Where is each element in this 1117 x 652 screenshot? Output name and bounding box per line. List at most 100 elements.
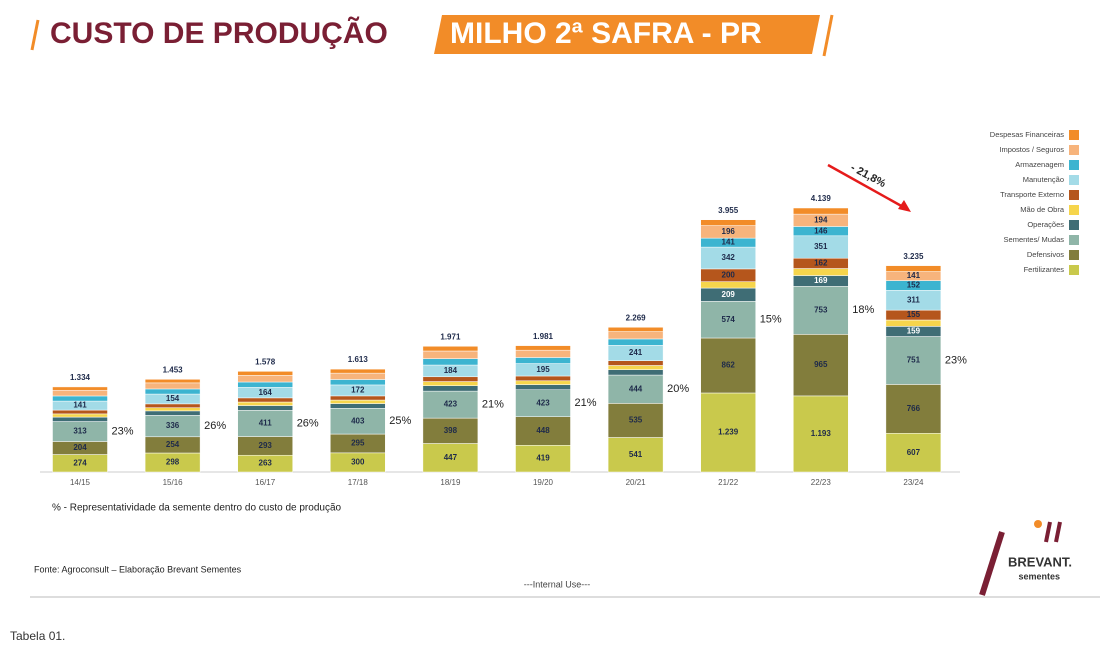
bar-segment xyxy=(330,408,386,435)
bar-segment xyxy=(885,319,942,327)
segment-label: 403 xyxy=(351,416,365,425)
segment-label: 184 xyxy=(444,366,458,375)
segment-label: 311 xyxy=(907,295,920,304)
bar-segment xyxy=(607,327,664,332)
legend-label: Mão de Obra xyxy=(1020,205,1065,214)
x-tick-label: 14/15 xyxy=(70,478,91,487)
segment-label: 274 xyxy=(73,458,87,467)
segment-label: 159 xyxy=(907,327,921,336)
legend-label: Manutenção xyxy=(1023,175,1064,184)
bar-segment xyxy=(515,416,571,446)
legend-label: Impostos / Seguros xyxy=(999,145,1064,154)
bar-segment xyxy=(793,207,849,215)
segment-label: 146 xyxy=(814,226,828,235)
source: Fonte: Agroconsult – Elaboração Brevant … xyxy=(34,564,242,574)
chart-subtitle: MILHO 2ª SAFRA - PR xyxy=(450,17,762,50)
segment-label: 447 xyxy=(444,453,458,462)
bar-segment xyxy=(237,410,293,437)
bar-segment xyxy=(700,301,756,339)
caption: Tabela 01. xyxy=(10,629,65,643)
seed-share: 18% xyxy=(852,304,874,316)
segment-label: 862 xyxy=(722,361,736,370)
segment-label: 141 xyxy=(907,271,921,280)
bar-segment xyxy=(422,350,479,359)
bar-segment xyxy=(700,392,756,473)
change-annotation: - 21,8% xyxy=(848,162,887,190)
bar-segment xyxy=(515,357,571,364)
arrow-head xyxy=(898,200,911,212)
seed-share: 23% xyxy=(945,354,967,366)
legend-swatch xyxy=(1069,250,1079,260)
segment-label: 293 xyxy=(259,441,273,450)
total-label: 1.334 xyxy=(70,373,91,382)
segment-label: 1.239 xyxy=(718,428,739,437)
bar-segment xyxy=(607,365,664,370)
segment-label: 766 xyxy=(907,404,921,413)
seed-share: 15% xyxy=(760,314,782,326)
segment-label: 423 xyxy=(536,398,550,407)
x-tick-label: 17/18 xyxy=(348,478,369,487)
seed-share: 21% xyxy=(482,399,504,411)
legend-swatch xyxy=(1069,265,1079,275)
bar-segment xyxy=(607,437,664,473)
logo-mark xyxy=(1044,521,1052,543)
bar-segment xyxy=(607,374,664,404)
x-tick-label: 15/16 xyxy=(163,478,184,487)
segment-label: 200 xyxy=(722,270,736,279)
total-label: 1.981 xyxy=(533,332,554,341)
bar-segment xyxy=(237,405,293,411)
segment-label: 342 xyxy=(722,253,736,262)
legend-label: Fertilizantes xyxy=(1024,265,1065,274)
bar-segment xyxy=(330,379,386,386)
legend-swatch xyxy=(1069,175,1079,185)
total-label: 3.235 xyxy=(903,252,924,261)
total-label: 2.269 xyxy=(626,313,647,322)
bar-segment xyxy=(607,338,664,346)
bar-segment xyxy=(700,337,756,394)
bar-segment xyxy=(700,281,756,289)
bar-segment xyxy=(237,371,293,376)
bar-segment xyxy=(330,395,386,401)
segment-label: 141 xyxy=(722,238,736,247)
bar-segment xyxy=(144,410,201,416)
bar-segment xyxy=(885,433,942,473)
bar-segment xyxy=(885,336,942,385)
segment-label: 351 xyxy=(814,242,828,251)
bar-segment xyxy=(422,417,479,444)
bar-segment xyxy=(515,349,571,358)
bar-segment xyxy=(144,407,201,412)
x-tick-label: 22/23 xyxy=(811,478,832,487)
segment-label: 204 xyxy=(73,443,87,452)
segment-label: 313 xyxy=(73,427,87,436)
bar-segment xyxy=(52,389,108,397)
bar-segment xyxy=(330,368,386,374)
segment-label: 444 xyxy=(629,384,643,393)
legend-label: Transporte Externo xyxy=(1000,190,1064,199)
segment-label: 541 xyxy=(629,450,643,459)
bar-segment xyxy=(52,395,108,402)
segment-label: 607 xyxy=(907,448,921,457)
segment-label: 169 xyxy=(814,276,828,285)
bar-segment xyxy=(515,345,571,351)
segment-label: 196 xyxy=(722,227,736,236)
bar-segment xyxy=(793,268,849,276)
bar-segment xyxy=(515,375,571,382)
seed-share: 25% xyxy=(389,415,411,427)
bar-segment xyxy=(422,385,479,392)
logo-slash xyxy=(979,531,1005,596)
segment-label: 155 xyxy=(907,310,921,319)
logo-dot xyxy=(1034,520,1042,528)
bar-segment xyxy=(422,358,479,366)
segment-label: 141 xyxy=(73,401,87,410)
segment-label: 209 xyxy=(722,290,736,299)
segment-label: 241 xyxy=(629,348,643,357)
total-label: 3.955 xyxy=(718,206,739,215)
bar-segment xyxy=(144,403,201,408)
bar-segment xyxy=(607,403,664,438)
legend-label: Sementes/ Mudas xyxy=(1004,235,1065,244)
segment-label: 195 xyxy=(536,365,550,374)
logo-name: BREVANT. xyxy=(1008,554,1072,569)
bar-segment xyxy=(52,409,108,415)
legend-swatch xyxy=(1069,205,1079,215)
segment-label: 419 xyxy=(536,454,550,463)
